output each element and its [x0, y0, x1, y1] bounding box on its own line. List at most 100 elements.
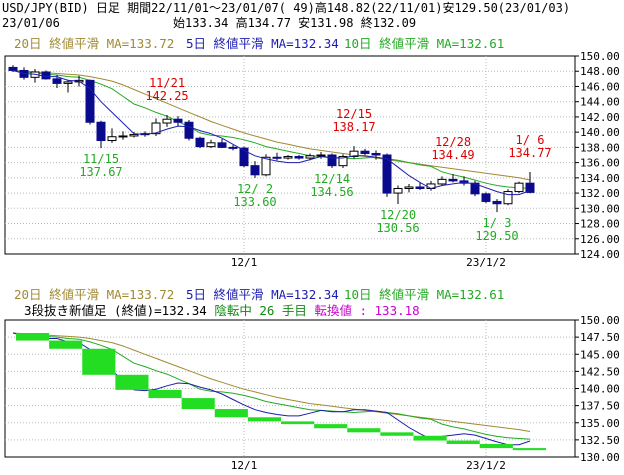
bottom-y-tick-label: 147.50 [580, 331, 620, 344]
candle-body-down [217, 142, 227, 148]
candle-body-down [492, 200, 502, 205]
new-price-block [247, 417, 281, 422]
bottom-ma20-line [12, 332, 531, 432]
top-y-tick-label: 136.00 [580, 157, 620, 170]
top-y-tick-label: 126.00 [580, 233, 620, 246]
candle-body-down [448, 178, 458, 182]
top-x-tick-label: 23/1/2 [466, 256, 506, 269]
low-annotation-value: 133.60 [233, 195, 276, 209]
top-legend-ma20: 20日 終値平滑 MA=133.72 [14, 36, 175, 51]
new-price-block [181, 398, 215, 410]
low-annotation-date: 11/15 [83, 152, 119, 166]
top-y-tick-label: 142.00 [580, 111, 620, 124]
candle-body-down [272, 156, 282, 159]
new-price-block [446, 440, 480, 444]
candle-body-down [184, 121, 194, 139]
last-bar-date: 23/01/06 [2, 16, 60, 30]
top-y-tick-label: 144.00 [580, 96, 620, 109]
low-annotation-value: 130.56 [376, 221, 419, 235]
candle-body-down [85, 79, 95, 123]
chart-header: USD/JPY(BID) 日足 期間22/11/01～23/01/07( 49)… [0, 0, 624, 32]
high-annotation-date: 11/21 [149, 76, 185, 90]
candle-body-down [41, 71, 51, 80]
new-price-block [49, 340, 83, 349]
top-ma20-line [12, 70, 531, 181]
new-price-block [413, 435, 447, 441]
top-y-tick-label: 146.00 [580, 80, 620, 93]
candle-body-down [382, 154, 392, 194]
new-price-block [512, 448, 546, 451]
high-annotation-date: 1/ 6 [516, 133, 545, 147]
candle-body-up [305, 155, 315, 159]
low-annotation-date: 1/ 3 [483, 216, 512, 230]
candle-body-down [525, 182, 535, 193]
top-y-tick-label: 124.00 [580, 248, 620, 261]
top-y-tick-label: 134.00 [580, 172, 620, 185]
candle-body-up [118, 135, 128, 138]
bottom-y-tick-label: 135.00 [580, 417, 620, 430]
high-annotation-value: 142.25 [145, 89, 188, 103]
candle-body-down [8, 66, 18, 71]
top-plot-frame [4, 55, 576, 255]
low-annotation-date: 12/14 [314, 172, 350, 186]
threeline-close: 3段抜き新値足 (終値)=132.34 [24, 303, 215, 318]
bottom-y-tick-label: 142.50 [580, 365, 620, 378]
bottom-legend-ma10: 10日 終値平滑 MA=132.61 [344, 287, 505, 302]
bottom-legend-ma5: 5日 終値平滑 MA=132.34 [186, 287, 339, 302]
top-y-tick-label: 148.00 [580, 65, 620, 78]
high-annotation-value: 134.77 [508, 146, 551, 160]
candle-body-up [63, 81, 73, 84]
candle-body-down [239, 147, 249, 167]
bottom-y-tick-label: 145.00 [580, 348, 620, 361]
top-x-tick-label: 12/1 [231, 256, 258, 269]
top-y-tick-label: 150.00 [580, 50, 620, 63]
low-annotation-value: 129.50 [475, 229, 518, 243]
candle-body-down [173, 118, 183, 123]
candle-body-down [195, 137, 205, 148]
candle-body-up [162, 118, 172, 124]
new-price-block [16, 333, 50, 341]
bottom-y-tick-label: 130.00 [580, 451, 620, 464]
bottom-y-tick-label: 150.00 [580, 314, 620, 327]
candle-body-down [470, 182, 480, 195]
threeline-trend: 陰転中 26 手目 [214, 303, 315, 318]
new-price-block [314, 424, 348, 429]
top-legend-ma10: 10日 終値平滑 MA=132.61 [344, 36, 505, 51]
candle-body-up [129, 133, 139, 137]
bottom-y-tick-label: 137.50 [580, 400, 620, 413]
top-y-tick-label: 138.00 [580, 141, 620, 154]
low-annotation-date: 12/20 [380, 208, 416, 222]
high-annotation-date: 12/15 [336, 107, 372, 121]
top-ma10-line [12, 70, 531, 189]
candle-body-up [503, 191, 513, 205]
top-ma5-line [12, 70, 531, 196]
new-price-block [347, 428, 381, 433]
threeline-status: 3段抜き新値足 (終値)=132.34 陰転中 26 手目 転換値 : 133.… [24, 303, 420, 319]
candle-body-up [206, 142, 216, 148]
candle-body-up [107, 136, 117, 142]
candle-body-up [514, 182, 524, 193]
candle-body-down [250, 165, 260, 176]
bottom-ma10-line [12, 332, 531, 440]
last-bar-ohlc: 始133.34 高134.77 安131.98 終132.09 [173, 16, 417, 30]
new-price-block [281, 421, 315, 425]
bottom-x-tick-label: 12/1 [231, 459, 258, 472]
high-annotation-date: 12/28 [435, 135, 471, 149]
new-price-block [115, 374, 149, 390]
top-y-tick-label: 130.00 [580, 202, 620, 215]
high-annotation-value: 134.49 [431, 148, 474, 162]
new-price-block [479, 443, 513, 449]
candle-body-down [228, 146, 238, 149]
candle-body-up [437, 178, 447, 185]
candle-body-down [371, 152, 381, 156]
high-annotation-value: 138.17 [332, 120, 375, 134]
top-y-tick-label: 128.00 [580, 218, 620, 231]
low-annotation-value: 134.56 [310, 185, 353, 199]
top-y-tick-label: 132.00 [580, 187, 620, 200]
low-annotation-date: 12/ 2 [237, 182, 273, 196]
bottom-y-tick-label: 140.00 [580, 383, 620, 396]
threeline-reversal: 転換値 : 133.18 [314, 303, 420, 318]
candle-body-down [52, 78, 62, 84]
candle-body-down [360, 150, 370, 154]
